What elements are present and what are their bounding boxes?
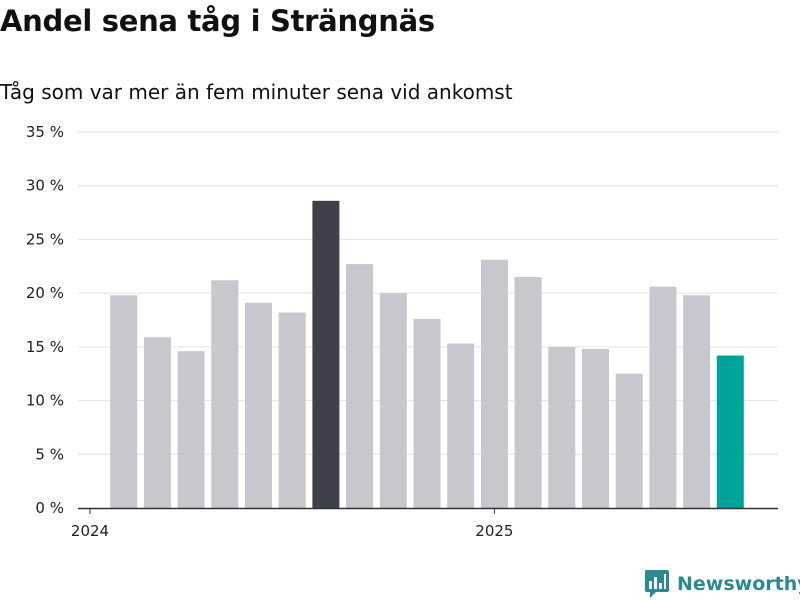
chart-title: Andel sena tåg i Strängnäs: [0, 4, 435, 38]
bar: [211, 280, 239, 508]
newsworthy-logo-icon: [645, 570, 669, 598]
bars: [110, 200, 744, 509]
y-tick-label: 20 %: [26, 284, 64, 302]
chart-subtitle: Tåg som var mer än fem minuter sena vid …: [0, 80, 513, 104]
bar: [514, 277, 542, 508]
brand-name: Newsworthy: [677, 573, 800, 595]
bar-chart: 0 % 5 % 10 % 15 % 20 % 25 % 30 % 35 % 2024 2025: [26, 123, 778, 540]
y-tick-label: 5 %: [35, 445, 64, 463]
bar: [615, 373, 643, 508]
bar: [582, 349, 609, 508]
bar: [649, 286, 677, 508]
x-tick-label: 2024: [71, 522, 109, 540]
y-tick-label: 10 %: [26, 392, 64, 410]
bar: [312, 200, 340, 509]
bar: [245, 302, 272, 508]
bar: [716, 355, 744, 508]
bar: [110, 295, 138, 508]
bar: [447, 343, 475, 508]
bar: [480, 259, 508, 508]
y-axis-ticks: 0 % 5 % 10 % 15 % 20 % 25 % 30 % 35 %: [26, 123, 64, 517]
bar: [278, 312, 306, 508]
y-tick-label: 15 %: [26, 338, 64, 356]
bar: [177, 351, 205, 508]
y-tick-label: 35 %: [26, 123, 64, 141]
bar: [413, 318, 441, 508]
x-tick-label: 2025: [475, 522, 513, 540]
brand: Newsworthy: [644, 569, 800, 599]
y-tick-label: 30 %: [26, 177, 64, 195]
y-tick-label: 25 %: [26, 230, 64, 248]
y-tick-label: 0 %: [35, 499, 64, 517]
x-axis-ticks: 2024 2025: [71, 508, 513, 540]
bar: [548, 346, 576, 508]
bar: [143, 337, 171, 508]
bar: [346, 264, 374, 508]
bar: [683, 295, 711, 508]
bar: [379, 293, 407, 508]
